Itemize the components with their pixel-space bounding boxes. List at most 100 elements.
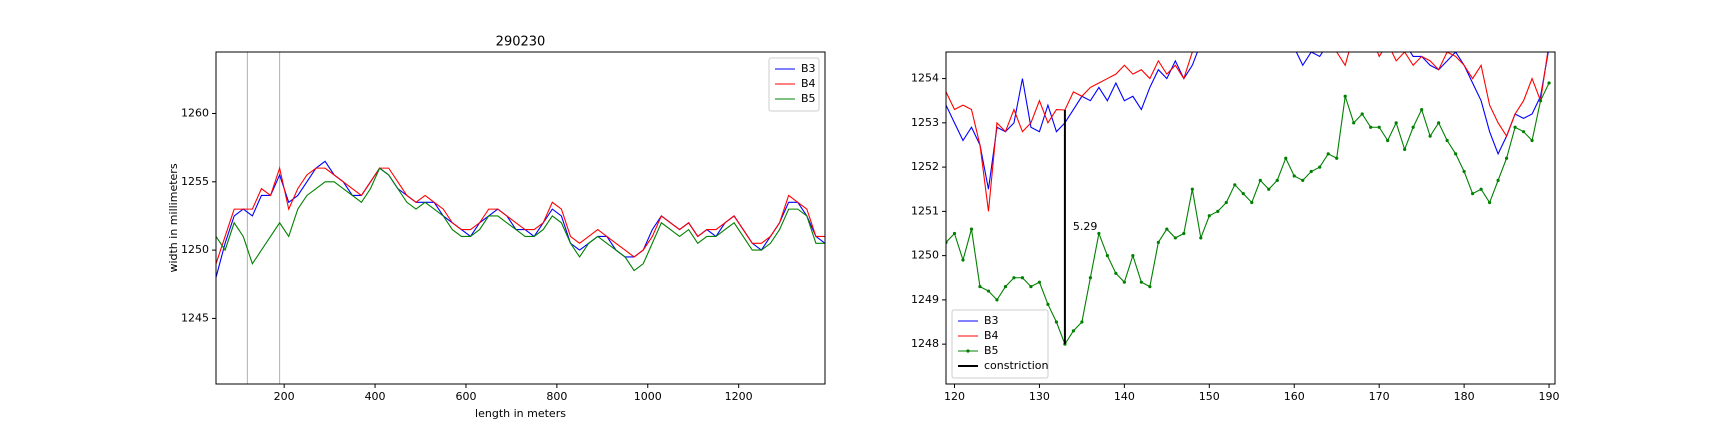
x-tick-label: 140: [1114, 390, 1135, 403]
legend-label: B4: [984, 329, 999, 342]
plot-area: [216, 52, 825, 384]
x-tick-label: 130: [1029, 390, 1050, 403]
data-point: [1241, 192, 1245, 196]
data-point: [1394, 121, 1398, 125]
data-point: [1318, 165, 1322, 169]
data-point: [1326, 152, 1330, 156]
y-tick-label: 1249: [911, 293, 939, 306]
data-point: [1377, 125, 1381, 129]
y-tick-label: 1254: [911, 72, 939, 85]
data-point: [1054, 320, 1059, 324]
data-point: [1547, 81, 1551, 85]
x-tick-label: 120: [944, 390, 965, 403]
data-point: [1029, 285, 1033, 289]
y-tick-label: 1253: [911, 116, 939, 129]
data-point: [1258, 178, 1262, 182]
data-point: [1530, 138, 1534, 143]
legend-label: B5: [801, 92, 816, 105]
y-tick-label: 1260: [181, 106, 209, 119]
data-point: [1012, 276, 1016, 280]
legend-label: B3: [984, 314, 999, 327]
data-point: [1088, 276, 1092, 280]
data-point: [995, 298, 999, 302]
data-point: [1309, 169, 1313, 174]
chart-title: 290230: [496, 35, 546, 50]
data-point: [1445, 138, 1449, 143]
data-point: [1148, 285, 1152, 289]
data-point: [1369, 125, 1373, 129]
data-point: [1403, 147, 1407, 151]
y-tick-label: 1248: [911, 337, 939, 350]
data-point: [1139, 280, 1143, 284]
axes-frame: [215, 51, 826, 385]
x-tick-label: 180: [1454, 390, 1475, 403]
data-point: [1454, 152, 1458, 156]
data-point: [1487, 200, 1492, 205]
data-point: [1504, 156, 1509, 160]
data-point: [1386, 138, 1390, 143]
legend: B3 B4 B5 constriction: [951, 309, 1049, 379]
data-point: [1411, 125, 1415, 129]
x-tick-label: 400: [365, 390, 386, 403]
data-point: [1114, 271, 1118, 275]
data-point: [1471, 192, 1475, 196]
series-line: [216, 166, 825, 264]
series-line: [946, 52, 1549, 212]
x-tick-label: 800: [546, 390, 567, 403]
data-point: [1224, 200, 1228, 205]
data-point: [1335, 156, 1339, 160]
legend-box: [951, 309, 1049, 379]
legend-marker: [966, 349, 970, 353]
y-tick-label: 1250: [911, 249, 939, 262]
data-point: [1199, 236, 1203, 240]
data-point: [1190, 187, 1194, 191]
data-point: [1182, 231, 1186, 236]
legend-label: constriction: [984, 359, 1049, 372]
data-point: [1020, 276, 1025, 280]
series-line: [216, 160, 825, 278]
data-point: [1122, 280, 1126, 284]
y-tick-label: 1251: [911, 204, 939, 217]
data-point: [1105, 254, 1109, 258]
data-point: [1538, 99, 1543, 103]
data-point: [1046, 302, 1050, 306]
data-point: [1343, 94, 1347, 98]
data-point: [1275, 178, 1279, 182]
data-point: [1437, 121, 1441, 125]
data-point: [1420, 107, 1424, 112]
plot-area: [946, 52, 1551, 346]
data-point: [1097, 231, 1101, 236]
series-line: [946, 82, 1550, 346]
axes: 120 130 140 150 160 170 180 190 1248 1249 1250 1251…: [911, 51, 1560, 403]
data-point: [1207, 214, 1211, 218]
data-point: [1080, 320, 1084, 324]
legend: B3 B4 B5: [768, 57, 820, 112]
legend-label: B3: [801, 62, 816, 75]
x-tick-label: 600: [455, 390, 476, 403]
x-tick-label: 1000: [634, 390, 662, 403]
y-tick-label: 1255: [181, 175, 209, 188]
data-point: [1428, 134, 1432, 138]
data-point: [1352, 121, 1356, 125]
data-point: [986, 289, 991, 293]
annotation: 5.29: [1073, 220, 1098, 233]
x-tick-label: 190: [1539, 390, 1560, 403]
data-point: [1496, 178, 1500, 182]
data-point: [1173, 236, 1177, 240]
data-point: [1131, 254, 1135, 258]
data-point: [961, 258, 965, 262]
data-point: [1156, 240, 1160, 244]
y-tick-label: 1250: [181, 243, 209, 256]
y-tick-label: 1245: [181, 311, 209, 324]
data-point: [1165, 227, 1169, 231]
data-point: [1479, 187, 1483, 191]
data-point: [1233, 183, 1237, 187]
x-tick-label: 150: [1199, 390, 1220, 403]
x-tick-label: 200: [274, 390, 295, 403]
legend-label: B4: [801, 77, 816, 90]
legend-label: B5: [984, 344, 999, 357]
data-point: [1216, 209, 1220, 213]
y-tick-label: 1252: [911, 160, 939, 173]
x-tick-label: 1200: [725, 390, 753, 403]
